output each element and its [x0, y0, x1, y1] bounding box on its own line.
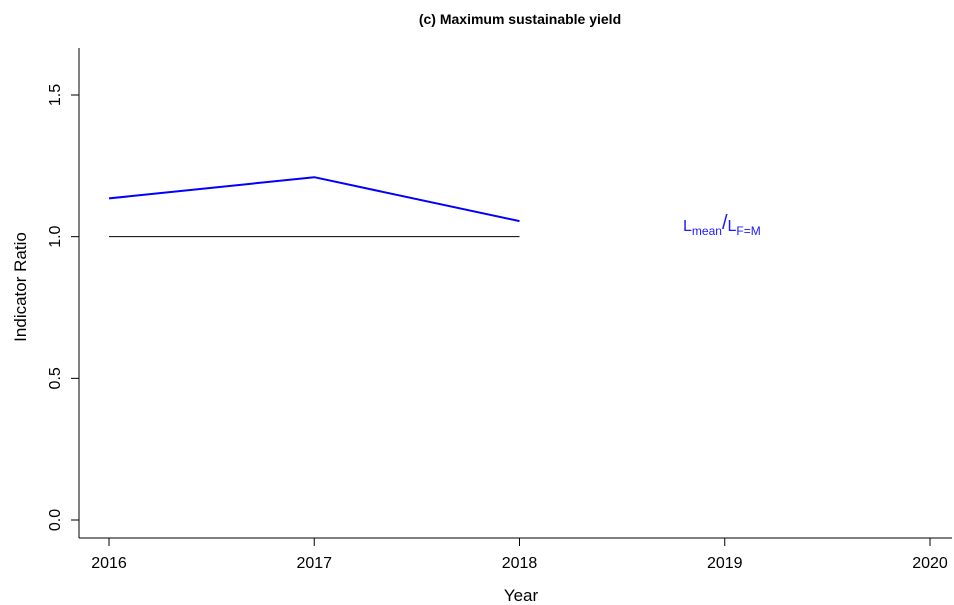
- axes: 2016 2017 2018 2019 2020 0.0 0.5 1.0 1.5: [47, 48, 952, 572]
- annotation-main: L: [683, 218, 692, 235]
- x-tick-label: 2016: [91, 555, 127, 572]
- x-tick-label: 2020: [912, 555, 948, 572]
- annotation-sub-mean: mean: [692, 224, 722, 238]
- x-tick-label: 2018: [502, 555, 538, 572]
- x-axis-ticks: 2016 2017 2018 2019 2020: [91, 538, 948, 572]
- y-tick-label: 1.5: [47, 84, 64, 106]
- x-axis-title: Year: [504, 586, 539, 605]
- annotation-sub-fm: F=M: [736, 224, 760, 238]
- series-layer: [108, 176, 520, 238]
- annotation-slash: /: [722, 212, 728, 234]
- chart-title: (c) Maximum sustainable yield: [419, 11, 621, 27]
- y-axis-ticks: 0.0 0.5 1.0 1.5: [47, 84, 79, 531]
- y-tick-label: 0.5: [47, 367, 64, 389]
- y-tick-label: 1.0: [47, 225, 64, 247]
- y-tick-label: 0.0: [47, 509, 64, 531]
- y-axis-title: Indicator Ratio: [11, 232, 30, 342]
- series-line: [108, 176, 520, 223]
- annotation-main-2: L: [728, 218, 737, 235]
- x-tick-label: 2019: [707, 555, 743, 572]
- x-tick-label: 2017: [296, 555, 332, 572]
- series-annotation: Lmean/LF=M: [683, 212, 761, 238]
